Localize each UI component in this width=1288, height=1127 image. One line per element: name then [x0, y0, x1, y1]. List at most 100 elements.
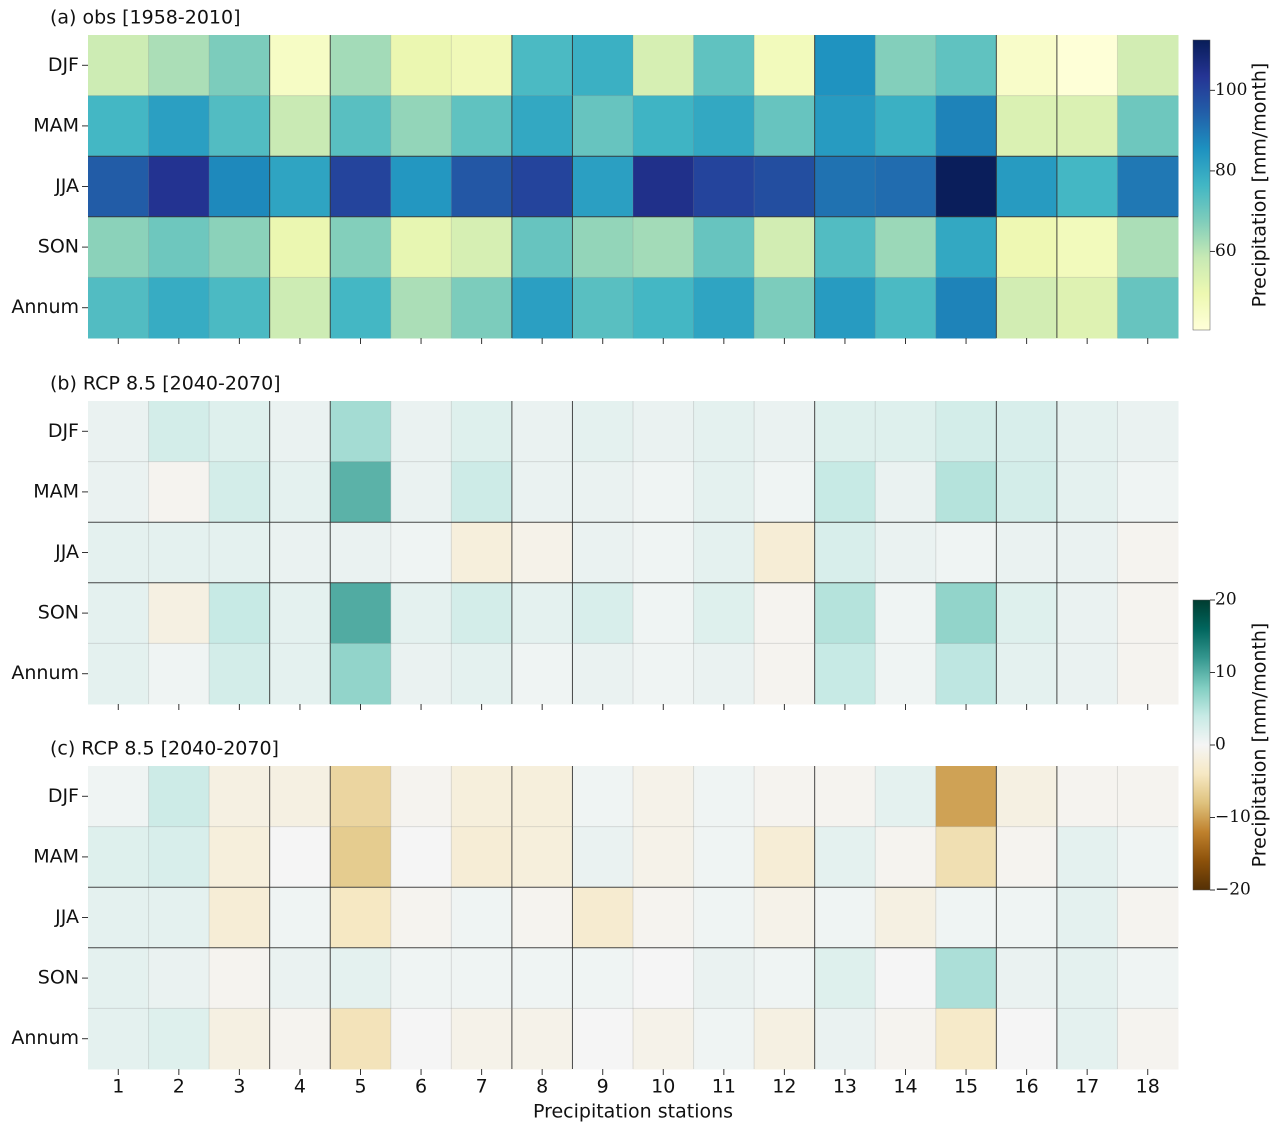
- heatmap-cell: [390, 643, 452, 705]
- heatmap-cell: [269, 887, 331, 949]
- heatmap-cell: [572, 582, 634, 644]
- heatmap-cell: [693, 766, 755, 828]
- x-tick-label: 17: [1075, 1076, 1099, 1098]
- heatmap-cell: [814, 1008, 876, 1070]
- heatmap-cell: [935, 216, 997, 278]
- heatmap-cell: [269, 35, 331, 97]
- heatmap-cell: [269, 461, 331, 523]
- heatmap-cell: [511, 887, 573, 949]
- heatmap-cell: [814, 95, 876, 157]
- heatmap-cell: [390, 277, 452, 339]
- heatmap-cell: [754, 582, 816, 644]
- heatmap-cell: [209, 401, 271, 463]
- heatmap-cell: [269, 643, 331, 705]
- heatmap-cell: [814, 766, 876, 828]
- heatmap-cell: [633, 216, 695, 278]
- heatmap-cell: [330, 643, 392, 705]
- y-tick-label: JJA: [54, 541, 79, 563]
- heatmap-cell: [996, 582, 1058, 644]
- heatmap-cell: [693, 277, 755, 339]
- heatmap-cell: [754, 947, 816, 1009]
- heatmap-cell: [572, 887, 634, 949]
- heatmap-cell: [330, 277, 392, 339]
- heatmap-cell: [269, 1008, 331, 1070]
- heatmap-cell: [390, 95, 452, 157]
- heatmap-cell: [875, 887, 937, 949]
- x-tick-label: 11: [712, 1076, 736, 1098]
- heatmap-cell: [88, 461, 150, 523]
- heatmap-cell: [572, 95, 634, 157]
- heatmap-cell: [1117, 156, 1179, 218]
- heatmap-cell: [693, 582, 755, 644]
- heatmap-cell: [1117, 826, 1179, 888]
- y-tick-label: JJA: [54, 175, 79, 197]
- heatmap-cell: [996, 35, 1058, 97]
- heatmap-cell: [511, 766, 573, 828]
- heatmap-cell: [693, 522, 755, 584]
- y-tick-label: DJF: [48, 420, 79, 442]
- heatmap-cell: [754, 887, 816, 949]
- heatmap-cell: [390, 887, 452, 949]
- heatmap-cell: [269, 277, 331, 339]
- panel-title: (b) RCP 8.5 [2040-2070]: [50, 373, 281, 395]
- heatmap-cell: [814, 947, 876, 1009]
- heatmap-cell: [148, 766, 210, 828]
- heatmap-cell: [633, 1008, 695, 1070]
- heatmap-cell: [633, 947, 695, 1009]
- heatmap-cell: [88, 947, 150, 1009]
- y-tick-label: Annum: [11, 662, 79, 684]
- heatmap-cell: [935, 887, 997, 949]
- heatmap-cell: [451, 277, 513, 339]
- heatmap-cell: [935, 461, 997, 523]
- x-tick-label: 1: [112, 1076, 124, 1098]
- heatmap-cell: [996, 826, 1058, 888]
- heatmap-cell: [330, 826, 392, 888]
- heatmap-cell: [814, 216, 876, 278]
- heatmap-cell: [935, 947, 997, 1009]
- heatmap-cell: [875, 35, 937, 97]
- heatmap-cell: [390, 401, 452, 463]
- heatmap-cell: [511, 1008, 573, 1070]
- heatmap-cell: [1056, 826, 1118, 888]
- heatmap-cell: [935, 826, 997, 888]
- heatmap-cell: [390, 522, 452, 584]
- x-tick-label: 13: [833, 1076, 857, 1098]
- heatmap-cell: [1056, 522, 1118, 584]
- heatmap-cell: [1056, 766, 1118, 828]
- heatmap-cell: [209, 947, 271, 1009]
- heatmap-cell: [875, 766, 937, 828]
- x-tick-label: 10: [651, 1076, 675, 1098]
- heatmap-cell: [935, 1008, 997, 1070]
- heatmap-cell: [754, 1008, 816, 1070]
- heatmap-cell: [451, 643, 513, 705]
- colorbar-tick-label: 10: [1215, 662, 1237, 682]
- heatmap-cell: [88, 643, 150, 705]
- heatmap-cell: [935, 35, 997, 97]
- heatmap-cell: [209, 1008, 271, 1070]
- heatmap-cell: [693, 887, 755, 949]
- heatmap-cell: [390, 947, 452, 1009]
- y-tick-label: Annum: [11, 296, 79, 318]
- x-tick-label: 15: [954, 1076, 978, 1098]
- heatmap-cell: [1056, 95, 1118, 157]
- heatmap-cell: [1117, 887, 1179, 949]
- heatmap-cell: [88, 766, 150, 828]
- colorbar: [1192, 39, 1211, 331]
- heatmap-cell: [330, 582, 392, 644]
- x-tick-label: 6: [415, 1076, 427, 1098]
- heatmap-cell: [754, 766, 816, 828]
- heatmap-cell: [330, 1008, 392, 1070]
- heatmap-cell: [330, 887, 392, 949]
- heatmap-cell: [693, 643, 755, 705]
- heatmap-cell: [451, 826, 513, 888]
- heatmap-cell: [633, 582, 695, 644]
- heatmap-cell: [1117, 947, 1179, 1009]
- heatmap-cell: [269, 582, 331, 644]
- heatmap-cell: [148, 887, 210, 949]
- heatmap-cell: [754, 216, 816, 278]
- heatmap-cell: [148, 947, 210, 1009]
- heatmap-cell: [935, 766, 997, 828]
- heatmap-cell: [330, 766, 392, 828]
- heatmap-cell: [996, 156, 1058, 218]
- heatmap-cell: [814, 401, 876, 463]
